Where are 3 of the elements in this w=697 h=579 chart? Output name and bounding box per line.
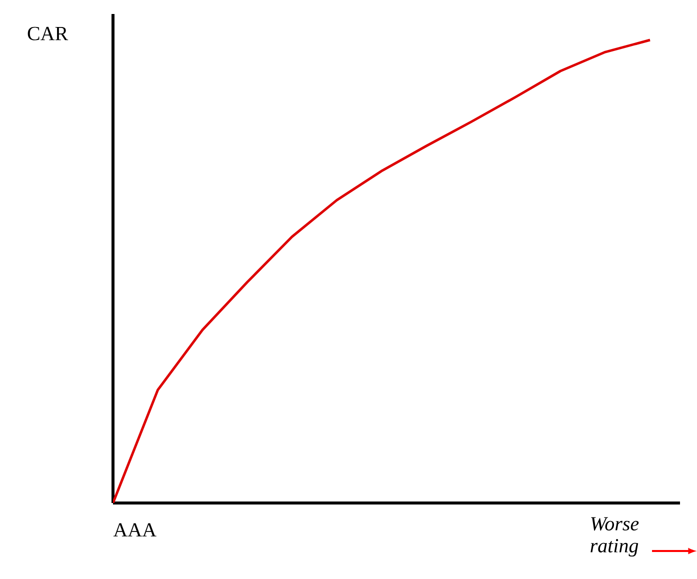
x-axis-title: Worse rating bbox=[590, 517, 639, 557]
y-axis-title: CAR bbox=[28, 26, 68, 40]
text: AAA bbox=[113, 523, 156, 536]
